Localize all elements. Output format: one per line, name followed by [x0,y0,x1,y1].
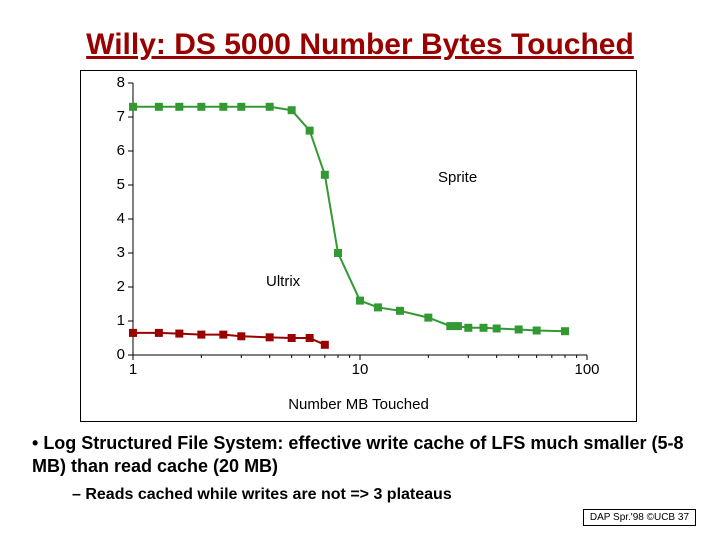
bullet-list: Log Structured File System: effective wr… [32,432,692,506]
chart-container: 012345678 110100 Number MB Touched Sprit… [80,70,637,422]
bullet-main: Log Structured File System: effective wr… [32,432,692,479]
footer-citation: DAP Spr.'98 ©UCB 37 [583,509,696,526]
y-tick-label: 5 [105,176,125,193]
y-tick-label: 8 [105,74,125,91]
x-tick-label: 100 [574,361,599,378]
y-tick-label: 3 [105,244,125,261]
y-tick-label: 6 [105,142,125,159]
y-tick-label: 1 [105,312,125,329]
chart-svg [133,83,587,355]
y-tick-label: 7 [105,108,125,125]
x-axis-label: Number MB Touched [81,396,636,413]
y-tick-label: 4 [105,210,125,227]
y-tick-label: 2 [105,278,125,295]
x-tick-label: 10 [352,361,369,378]
slide-title: Willy: DS 5000 Number Bytes Touched [0,28,720,62]
series-label-sprite: Sprite [438,169,477,186]
y-tick-label: 0 [105,346,125,363]
plot-area [133,83,587,355]
x-tick-label: 1 [129,361,137,378]
bullet-sub: Reads cached while writes are not => 3 p… [72,485,692,506]
series-label-ultrix: Ultrix [266,273,300,290]
